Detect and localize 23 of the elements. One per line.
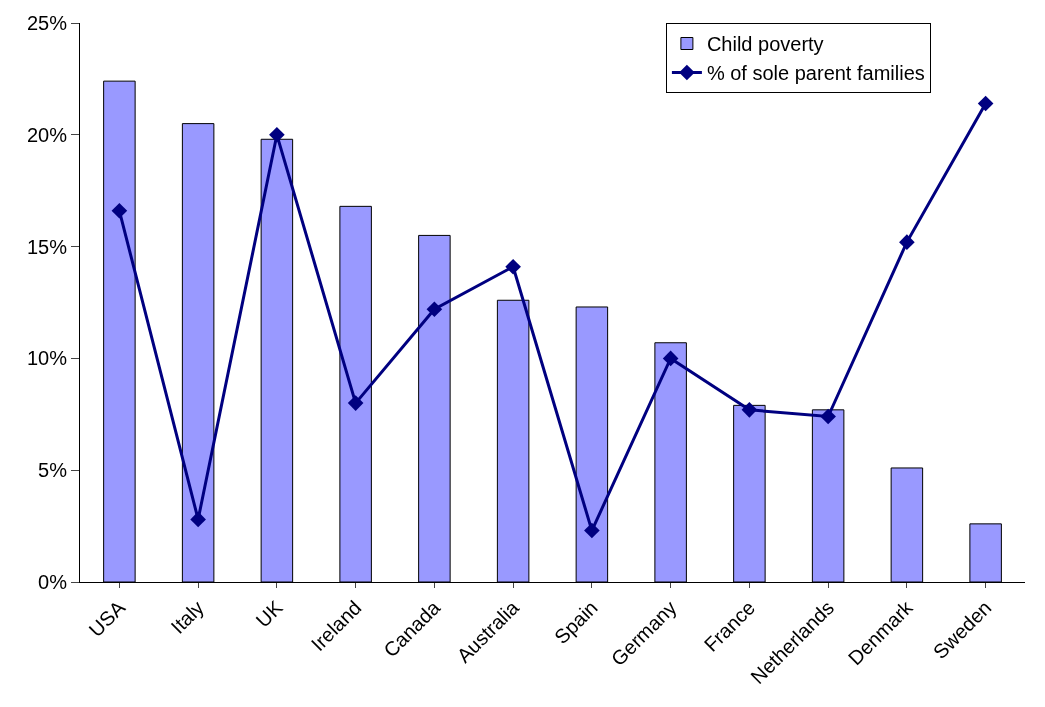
y-tick-label: 5% — [38, 459, 68, 482]
y-tick-label: 10% — [26, 347, 68, 370]
y-tick-label: 20% — [26, 123, 68, 146]
point — [662, 350, 679, 367]
y-tick-label: 25% — [26, 12, 68, 34]
y-tick-label: 0% — [38, 571, 68, 593]
legend-label: % of sole parent families — [706, 62, 925, 85]
point — [111, 203, 128, 219]
x-tick-label: UK — [251, 595, 288, 632]
point — [977, 95, 994, 112]
y-tick-label: 15% — [26, 235, 68, 258]
point — [269, 127, 285, 143]
point — [505, 258, 521, 275]
x-tick-label: USA — [84, 595, 130, 641]
point — [426, 301, 443, 318]
point — [347, 395, 364, 411]
point — [190, 511, 206, 528]
point — [820, 408, 836, 425]
point — [899, 234, 915, 250]
x-tick-label: Italy — [166, 596, 209, 638]
legend-label: Child poverty — [706, 33, 824, 56]
point — [584, 522, 600, 539]
point — [741, 402, 758, 418]
